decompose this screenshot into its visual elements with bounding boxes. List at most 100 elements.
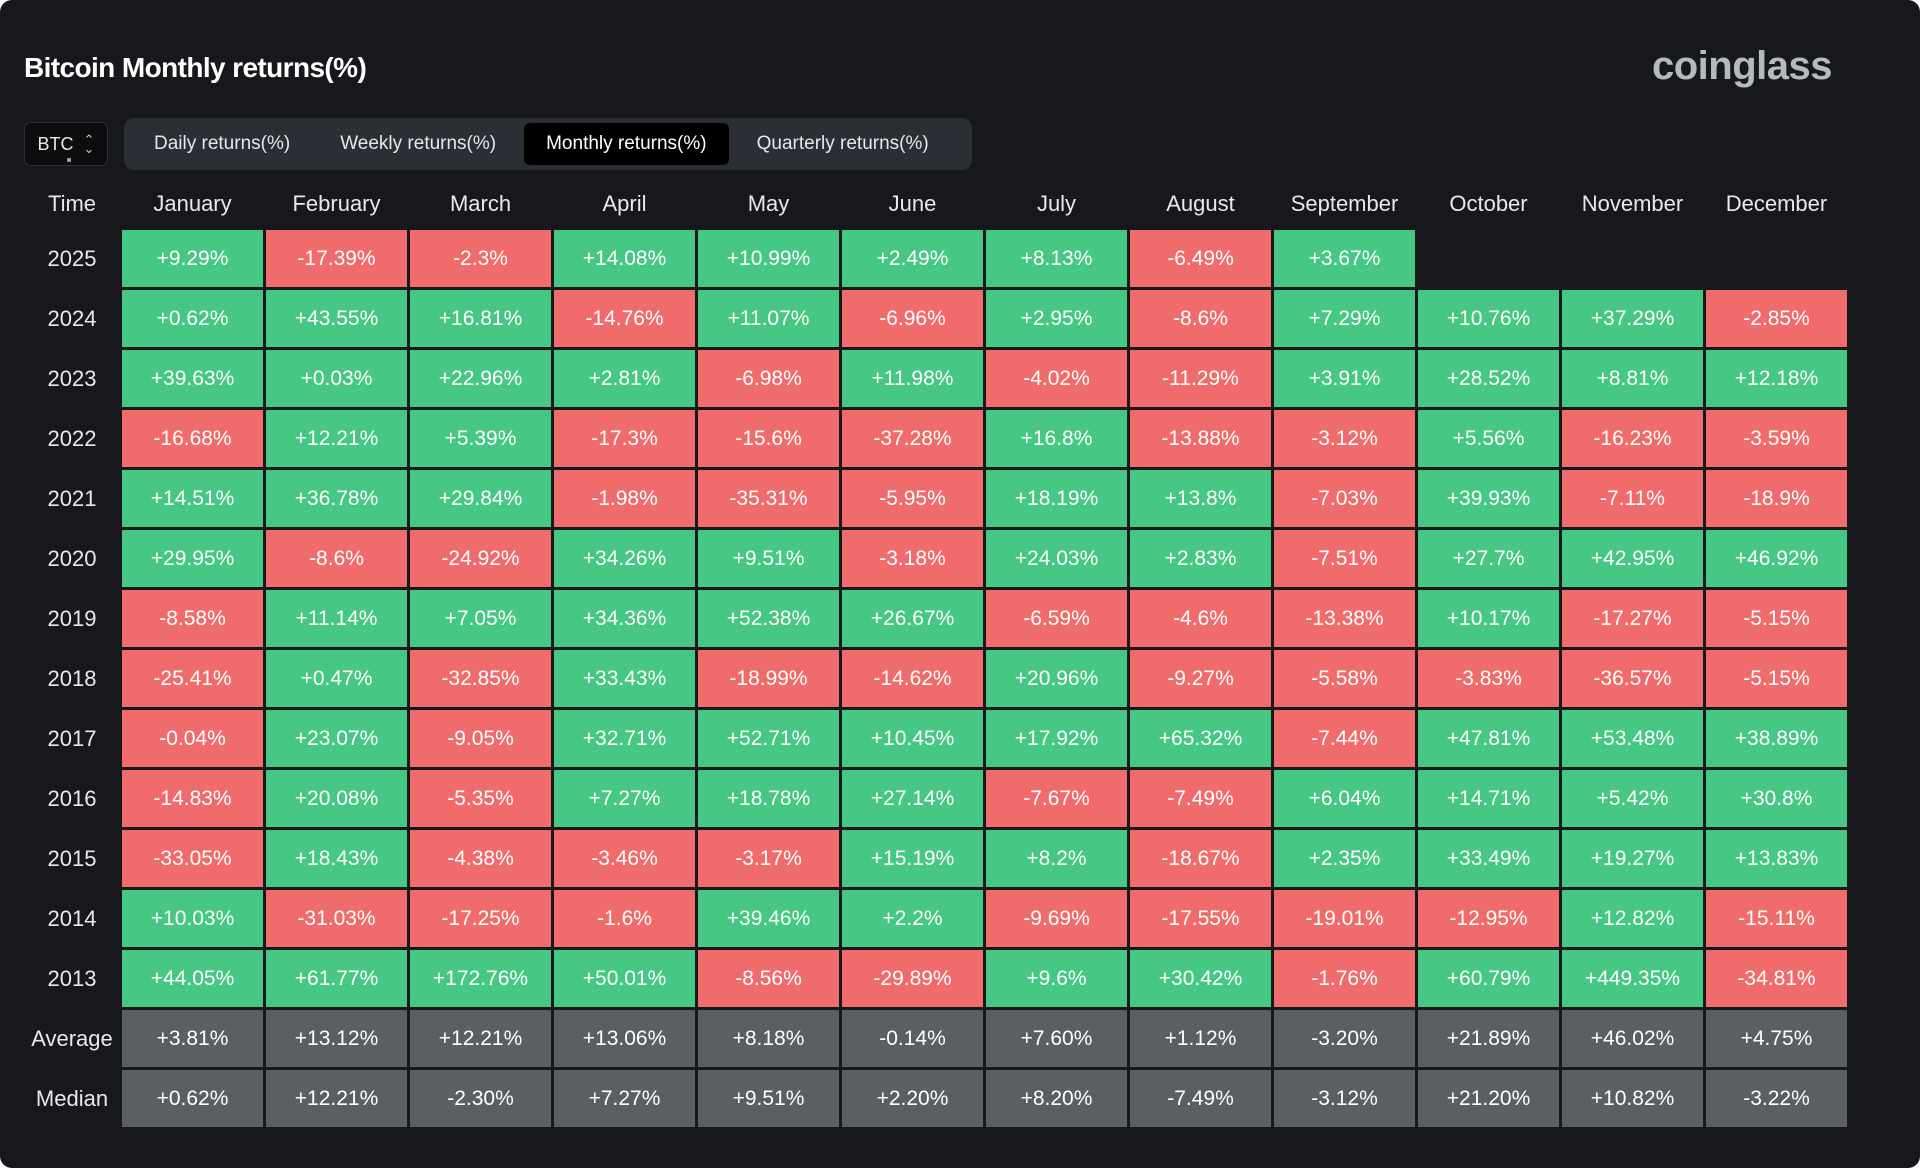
return-cell: -18.99% bbox=[698, 650, 839, 707]
year-row: 2019 -8.58% +11.14% +7.05% +34.36% +52.38% +26… bbox=[25, 590, 1847, 647]
return-cell: -25.41% bbox=[122, 650, 263, 707]
return-cell: +27.14% bbox=[842, 770, 983, 827]
return-cell: -12.95% bbox=[1418, 890, 1559, 947]
column-header: November bbox=[1581, 191, 1684, 216]
year-row: 2018 -25.41% +0.47% -32.85% +33.43% -18.99% -1… bbox=[25, 650, 1847, 707]
return-cell: -5.95% bbox=[842, 470, 983, 527]
return-cell: -1.98% bbox=[554, 470, 695, 527]
row-label: 2025 bbox=[47, 245, 97, 271]
return-cell: -29.89% bbox=[842, 950, 983, 1007]
year-row: 2016 -14.83% +20.08% -5.35% +7.27% +18.78% +27… bbox=[25, 770, 1847, 827]
tab-daily-returns[interactable]: Daily returns(%) bbox=[154, 133, 291, 154]
return-cell: -8.58% bbox=[122, 590, 263, 647]
return-cell: -3.12% bbox=[1274, 410, 1415, 467]
summary-row: Median +0.62% +12.21% -2.30% +7.27% +9.51% +2.… bbox=[25, 1070, 1847, 1127]
return-cell: +2.49% bbox=[842, 230, 983, 287]
return-cell: +11.98% bbox=[842, 350, 983, 407]
summary-cell: +7.60% bbox=[986, 1010, 1127, 1067]
return-cell: -6.98% bbox=[698, 350, 839, 407]
return-cell: -14.83% bbox=[122, 770, 263, 827]
row-label: 2017 bbox=[47, 725, 97, 751]
asset-selector-value: BTC bbox=[37, 133, 74, 154]
row-label: 2014 bbox=[47, 905, 97, 931]
return-cell: -5.58% bbox=[1274, 650, 1415, 707]
row-label: 2015 bbox=[47, 845, 97, 871]
summary-cell: -3.22% bbox=[1706, 1070, 1847, 1127]
return-cell: -0.04% bbox=[122, 710, 263, 767]
return-cell: -7.44% bbox=[1274, 710, 1415, 767]
summary-cell: +21.20% bbox=[1418, 1070, 1559, 1127]
return-cell: +28.52% bbox=[1418, 350, 1559, 407]
return-cell: +33.43% bbox=[554, 650, 695, 707]
return-cell: +8.13% bbox=[986, 230, 1127, 287]
empty-cell bbox=[1418, 230, 1559, 287]
period-tabs: Daily returns(%) Weekly returns(%) Month… bbox=[124, 118, 972, 170]
return-cell: -13.38% bbox=[1274, 590, 1415, 647]
return-cell: -8.6% bbox=[266, 530, 407, 587]
tab-quarterly-returns[interactable]: Quarterly returns(%) bbox=[756, 133, 929, 154]
return-cell: +30.42% bbox=[1130, 950, 1271, 1007]
chevron-up-down-icon: ⌃ ⌄ bbox=[83, 132, 95, 156]
return-cell: +10.17% bbox=[1418, 590, 1559, 647]
return-cell: -5.15% bbox=[1706, 650, 1847, 707]
summary-cell: +21.89% bbox=[1418, 1010, 1559, 1067]
empty-cell bbox=[1562, 230, 1703, 287]
return-cell: -14.62% bbox=[842, 650, 983, 707]
summary-cell: +10.82% bbox=[1562, 1070, 1703, 1127]
page-title: Bitcoin Monthly returns(%) bbox=[24, 52, 367, 83]
return-cell: -16.23% bbox=[1562, 410, 1703, 467]
return-cell: +16.8% bbox=[986, 410, 1127, 467]
return-cell: -7.03% bbox=[1274, 470, 1415, 527]
return-cell: -6.49% bbox=[1130, 230, 1271, 287]
return-cell: +3.67% bbox=[1274, 230, 1415, 287]
return-cell: +33.49% bbox=[1418, 830, 1559, 887]
summary-cell: +46.02% bbox=[1562, 1010, 1703, 1067]
return-cell: +0.62% bbox=[122, 290, 263, 347]
return-cell: +5.39% bbox=[410, 410, 551, 467]
summary-cell: +0.62% bbox=[122, 1070, 263, 1127]
tab-monthly-returns[interactable]: Monthly returns(%) bbox=[524, 123, 729, 165]
return-cell: +12.82% bbox=[1562, 890, 1703, 947]
return-cell: +12.21% bbox=[266, 410, 407, 467]
asset-selector[interactable]: BTC ⌃ ⌄ bbox=[24, 122, 108, 166]
return-cell: -8.6% bbox=[1130, 290, 1271, 347]
return-cell: +10.76% bbox=[1418, 290, 1559, 347]
return-cell: +13.83% bbox=[1706, 830, 1847, 887]
return-cell: -9.27% bbox=[1130, 650, 1271, 707]
return-cell: +7.27% bbox=[554, 770, 695, 827]
return-cell: -9.69% bbox=[986, 890, 1127, 947]
return-cell: +61.77% bbox=[266, 950, 407, 1007]
return-cell: +8.81% bbox=[1562, 350, 1703, 407]
return-cell: +50.01% bbox=[554, 950, 695, 1007]
row-label: Average bbox=[31, 1025, 113, 1051]
return-cell: -4.38% bbox=[410, 830, 551, 887]
return-cell: -2.85% bbox=[1706, 290, 1847, 347]
return-cell: -24.92% bbox=[410, 530, 551, 587]
return-cell: +24.03% bbox=[986, 530, 1127, 587]
return-cell: -3.83% bbox=[1418, 650, 1559, 707]
return-cell: +44.05% bbox=[122, 950, 263, 1007]
return-cell: +2.2% bbox=[842, 890, 983, 947]
focus-dot-icon bbox=[67, 158, 71, 162]
tab-weekly-returns[interactable]: Weekly returns(%) bbox=[340, 133, 497, 154]
return-cell: +46.92% bbox=[1706, 530, 1847, 587]
return-cell: +30.8% bbox=[1706, 770, 1847, 827]
return-cell: +32.71% bbox=[554, 710, 695, 767]
row-label: 2022 bbox=[47, 425, 97, 451]
summary-cell: +7.27% bbox=[554, 1070, 695, 1127]
summary-cell: +9.51% bbox=[698, 1070, 839, 1127]
return-cell: +10.99% bbox=[698, 230, 839, 287]
return-cell: -16.68% bbox=[122, 410, 263, 467]
return-cell: -17.3% bbox=[554, 410, 695, 467]
year-row: 2020 +29.95% -8.6% -24.92% +34.26% +9.51% -3.1… bbox=[25, 530, 1847, 587]
return-cell: -1.6% bbox=[554, 890, 695, 947]
return-cell: +7.29% bbox=[1274, 290, 1415, 347]
return-cell: -17.27% bbox=[1562, 590, 1703, 647]
return-cell: -34.81% bbox=[1706, 950, 1847, 1007]
return-cell: +18.43% bbox=[266, 830, 407, 887]
return-cell: -4.6% bbox=[1130, 590, 1271, 647]
row-label: Median bbox=[35, 1085, 109, 1111]
return-cell: +39.63% bbox=[122, 350, 263, 407]
return-cell: -37.28% bbox=[842, 410, 983, 467]
